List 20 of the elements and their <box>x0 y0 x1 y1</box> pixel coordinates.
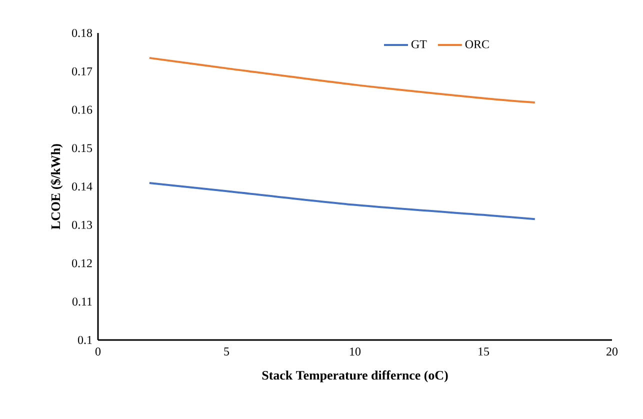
y-tick-label: 0.11 <box>72 298 92 306</box>
x-axis-title: Stack Temperature differnce (oC) <box>262 370 448 382</box>
x-tick-label: 15 <box>478 348 490 356</box>
x-tick-label: 10 <box>350 348 361 356</box>
legend-label: ORC <box>465 40 489 48</box>
y-tick-label: 0.16 <box>72 106 92 114</box>
y-tick-label: 0.13 <box>72 220 92 229</box>
y-tick-label: 0.12 <box>72 259 92 268</box>
y-tick-label: 0.15 <box>72 144 92 152</box>
y-tick-label: 0.1 <box>78 336 92 344</box>
x-tick-label: 5 <box>224 348 230 356</box>
y-tick-label: 0.14 <box>72 182 92 191</box>
x-tick-label: 0 <box>95 348 101 356</box>
line-series <box>148 182 536 220</box>
line-series <box>148 56 536 104</box>
legend-label: GT <box>411 40 427 48</box>
y-tick-label: 0.18 <box>72 28 92 38</box>
y-tick-label: 0.17 <box>72 67 92 76</box>
y-axis-title: LCOE ($/kWh) <box>50 144 63 230</box>
x-tick-label: 20 <box>606 348 618 356</box>
